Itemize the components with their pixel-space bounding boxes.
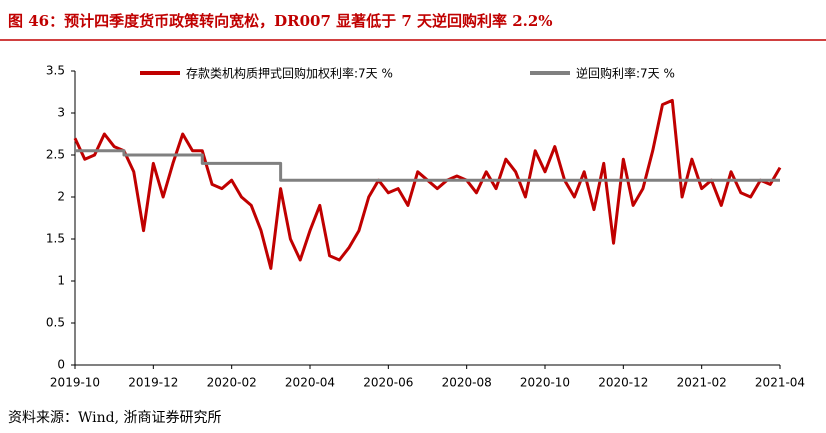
source: 资料来源：Wind, 浙商证券研究所: [8, 410, 222, 426]
y-tick-label: 0: [57, 358, 65, 372]
y-tick-label: 3: [57, 106, 65, 120]
y-tick-label: 1: [57, 274, 65, 288]
x-tick-label: 2020-10: [520, 376, 570, 390]
x-tick-label: 2021-04: [755, 376, 805, 390]
y-tick-label: 1.5: [46, 232, 65, 246]
line-series: [75, 149, 780, 182]
x-tick-label: 2020-02: [207, 376, 257, 390]
chart-title: 图 46：预计四季度货币政策转向宽松，DR007 显著低于 7 天逆回购利率 2…: [8, 12, 553, 30]
x-tick-label: 2020-04: [285, 376, 335, 390]
x-tick-label: 2021-02: [677, 376, 727, 390]
x-tick-label: 2020-08: [442, 376, 492, 390]
x-tick-label: 2020-12: [598, 376, 648, 390]
legend-label: 逆回购利率:7天 %: [576, 66, 675, 81]
legend-label: 存款类机构质押式回购加权利率:7天 %: [186, 66, 393, 81]
x-tick-label: 2019-12: [128, 376, 178, 390]
x-tick-label: 2020-06: [363, 376, 413, 390]
y-tick-label: 2: [57, 190, 65, 204]
y-tick-label: 2.5: [46, 148, 65, 162]
y-tick-label: 0.5: [46, 316, 65, 330]
x-tick-label: 2019-10: [50, 376, 100, 390]
line-series: [73, 98, 782, 270]
y-tick-label: 3.5: [46, 64, 65, 78]
